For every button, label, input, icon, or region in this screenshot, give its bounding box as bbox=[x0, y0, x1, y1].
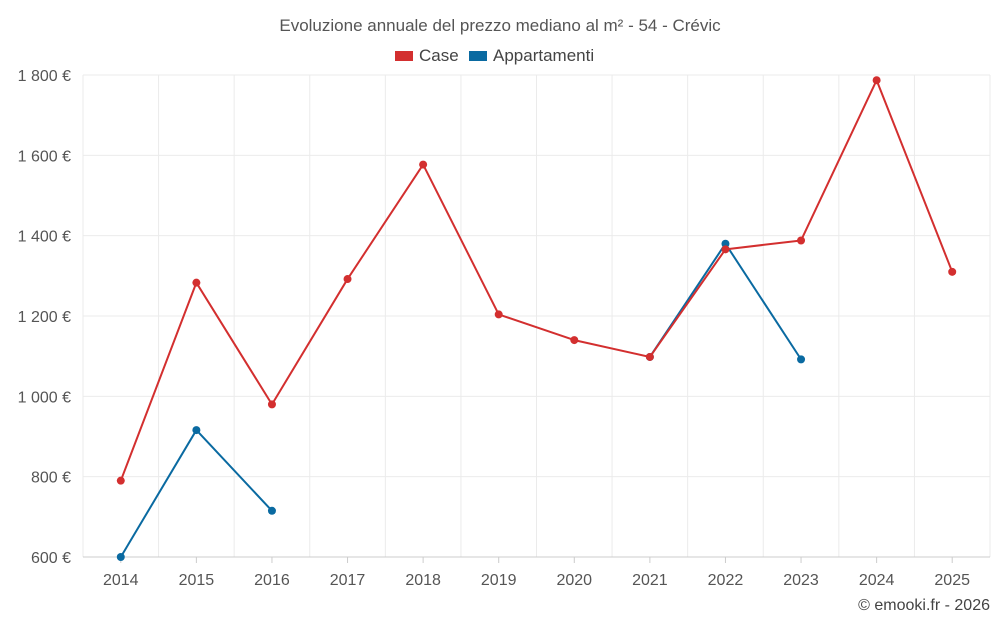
x-tick-label: 2018 bbox=[405, 572, 441, 589]
data-point-appartamenti bbox=[116, 553, 125, 561]
data-point-case bbox=[192, 278, 201, 287]
data-point-case bbox=[419, 160, 428, 169]
y-tick-label: 1 400 € bbox=[18, 229, 71, 246]
legend-item-case[interactable]: Case bbox=[395, 46, 459, 65]
data-point-case bbox=[645, 352, 654, 361]
series-line-appartamenti bbox=[649, 242, 802, 360]
credit-text: © emooki.fr - 2026 bbox=[858, 597, 990, 614]
x-tick-label: 2019 bbox=[481, 572, 517, 589]
y-tick-label: 1 000 € bbox=[18, 389, 71, 406]
data-point-case bbox=[948, 267, 957, 276]
data-point-case bbox=[494, 310, 503, 319]
x-tick-label: 2021 bbox=[632, 572, 668, 589]
data-point-appartamenti bbox=[267, 506, 276, 515]
grid-lines bbox=[82, 74, 991, 557]
legend: Case Appartamenti bbox=[395, 46, 594, 65]
series-line-case bbox=[119, 79, 954, 482]
x-tick-label: 2017 bbox=[330, 572, 366, 589]
data-point-case bbox=[570, 336, 579, 345]
x-tick-label: 2020 bbox=[556, 572, 592, 589]
data-point-case bbox=[116, 476, 125, 485]
y-tick-label: 1 600 € bbox=[18, 148, 71, 165]
data-point-case bbox=[267, 400, 276, 409]
legend-label-appartamenti: Appartamenti bbox=[493, 46, 594, 65]
series-line-appartamenti bbox=[119, 429, 273, 558]
data-point-case bbox=[721, 245, 730, 254]
y-tick-label: 1 200 € bbox=[18, 309, 71, 326]
chart-title: Evoluzione annuale del prezzo mediano al… bbox=[279, 16, 721, 35]
legend-item-appartamenti[interactable]: Appartamenti bbox=[469, 46, 594, 65]
series-layer bbox=[116, 76, 957, 561]
x-tick-label: 2015 bbox=[179, 572, 215, 589]
x-tick-label: 2016 bbox=[254, 572, 290, 589]
axes: 600 € 800 € 1 000 € 1 200 € 1 400 € 1 600 € 1 … bbox=[18, 68, 990, 589]
data-point-appartamenti bbox=[721, 239, 730, 248]
x-tick-label: 2025 bbox=[934, 572, 970, 589]
legend-label-case: Case bbox=[419, 46, 459, 65]
data-point-case bbox=[343, 275, 352, 284]
data-point-appartamenti bbox=[192, 426, 201, 435]
x-tick-label: 2024 bbox=[859, 572, 895, 589]
y-tick-label: 1 800 € bbox=[18, 68, 71, 85]
data-point-appartamenti bbox=[797, 355, 806, 364]
x-tick-label: 2014 bbox=[103, 572, 139, 589]
data-point-case bbox=[797, 236, 806, 245]
x-tick-label: 2023 bbox=[783, 572, 819, 589]
data-point-case bbox=[872, 76, 881, 85]
legend-swatch-case bbox=[395, 51, 413, 61]
y-tick-label: 600 € bbox=[31, 550, 71, 567]
y-tick-label: 800 € bbox=[31, 470, 71, 487]
legend-swatch-appartamenti bbox=[469, 51, 487, 61]
x-tick-label: 2022 bbox=[708, 572, 744, 589]
